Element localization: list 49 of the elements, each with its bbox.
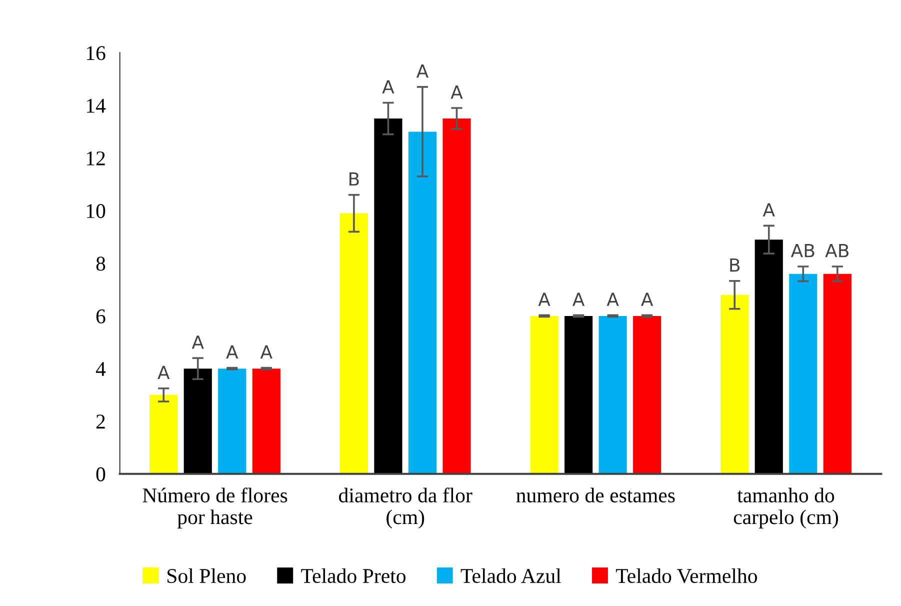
- data-label: AB: [790, 244, 814, 258]
- data-label: A: [226, 345, 238, 358]
- data-label: A: [416, 64, 428, 78]
- data-label: A: [450, 86, 463, 99]
- y-tick-label: 4: [96, 362, 106, 376]
- data-label: A: [158, 366, 170, 380]
- bar: [408, 132, 437, 474]
- data-label: A: [382, 80, 394, 94]
- legend-label: Telado Preto: [301, 568, 406, 584]
- data-label: A: [260, 345, 272, 358]
- data-label: A: [641, 292, 654, 306]
- y-tick-label: 10: [86, 204, 106, 218]
- bar: [340, 213, 368, 474]
- bar: [823, 274, 852, 474]
- data-label: A: [572, 292, 585, 306]
- bar: [218, 368, 246, 474]
- y-tick-label: 0: [96, 467, 106, 482]
- bar: [789, 274, 818, 474]
- x-tick-label: numero de estames: [516, 488, 675, 502]
- legend-label: Sol Pleno: [168, 568, 246, 584]
- bar: [530, 316, 558, 474]
- bar: [598, 316, 627, 474]
- y-tick-label: 2: [96, 414, 105, 428]
- data-label: A: [606, 292, 619, 306]
- data-label: A: [762, 203, 775, 216]
- bar: [754, 240, 783, 474]
- bar: [252, 368, 280, 474]
- data-label: AB: [825, 244, 848, 258]
- data-label: B: [730, 258, 740, 272]
- legend-label: Telado Azul: [460, 568, 561, 584]
- bar: [150, 394, 178, 474]
- y-tick-label: 16: [86, 46, 106, 60]
- bar: [564, 316, 593, 474]
- x-tick-label: diametro da flor (cm): [338, 488, 472, 528]
- data-label: B: [350, 172, 359, 186]
- legend-label: Telado Vermelho: [616, 568, 757, 584]
- y-tick-label: 8: [96, 256, 106, 271]
- x-tick-label: tamanho do carpelo (cm): [734, 488, 838, 528]
- bar: [374, 118, 402, 474]
- y-tick-label: 6: [96, 309, 106, 324]
- y-tick-label: 12: [86, 151, 105, 166]
- bar: [442, 118, 471, 474]
- bar: [633, 316, 662, 474]
- y-tick-label: 14: [86, 98, 106, 113]
- bar: [184, 368, 212, 474]
- data-label: A: [192, 336, 204, 349]
- bar: [720, 294, 749, 474]
- data-label: A: [538, 292, 550, 306]
- x-tick-label: Número de flores por haste: [142, 488, 288, 528]
